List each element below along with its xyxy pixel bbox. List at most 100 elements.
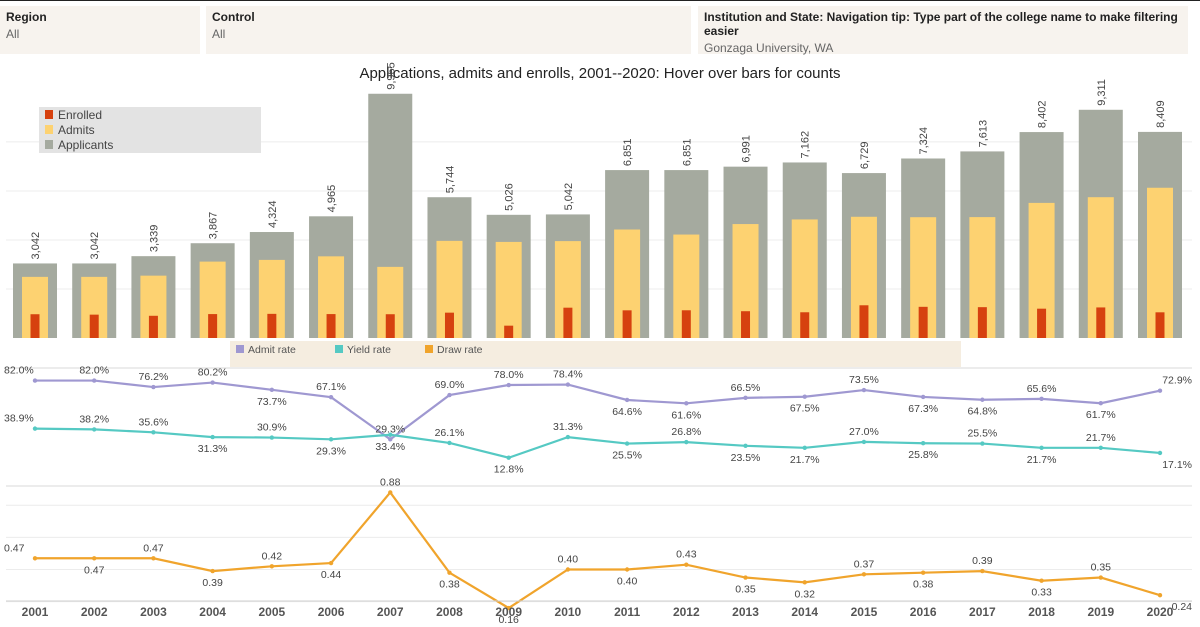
enrolled-bar (859, 305, 869, 338)
enrolled-bar (89, 314, 99, 338)
admit-rate-point (388, 437, 393, 442)
applicants-value-label: 8,402 (1037, 101, 1049, 129)
draw-rate-data-label: 0.47 (84, 564, 105, 576)
admit-rate-point (684, 401, 689, 406)
admit-rate-line (35, 379, 1161, 441)
draw-rate-point (328, 560, 334, 566)
draw-rate-data-label: 0.42 (262, 550, 283, 562)
region-filter[interactable]: Region All (0, 6, 200, 54)
x-tick-label: 2014 (791, 605, 818, 619)
applicants-value-label: 8,409 (1155, 100, 1167, 128)
x-tick-label: 2019 (1087, 605, 1114, 619)
applicants-value-label: 5,026 (504, 183, 516, 211)
applicants-value-label: 6,851 (622, 139, 634, 167)
admit-rate-data-label: 67.1% (316, 381, 346, 393)
draw-rate-data-label: 0.24 (1172, 601, 1193, 613)
x-tick-label: 2012 (673, 605, 700, 619)
control-filter[interactable]: Control All (206, 6, 691, 54)
yield-rate-point (388, 432, 393, 437)
draw-rate-data-label: 0.39 (972, 555, 993, 567)
applicants-value-label: 7,324 (918, 127, 930, 155)
yield-rate-data-label: 21.7% (790, 454, 820, 466)
yield-rate-point (684, 439, 689, 445)
draw-rate-data-label: 0.38 (439, 579, 460, 591)
yield-rate-data-label: 31.3% (198, 443, 228, 455)
x-tick-label: 2005 (258, 605, 285, 619)
enrolled-bar (30, 314, 40, 338)
rate-legend-box (230, 341, 961, 367)
bar-legend-swatch (45, 140, 53, 149)
yield-rate-data-label: 21.7% (1086, 432, 1116, 444)
draw-rate-point (1157, 592, 1163, 598)
draw-rate-point (624, 567, 630, 572)
yield-rate-point (980, 441, 985, 446)
draw-rate-data-label: 0.47 (4, 542, 25, 554)
yield-rate-data-label: 25.5% (612, 450, 642, 462)
draw-rate-point (92, 556, 97, 561)
applicants-value-label: 9,965 (385, 62, 397, 90)
draw-rate-data-label: 0.40 (558, 554, 579, 566)
admit-rate-point (92, 378, 97, 383)
draw-rate-point (920, 570, 926, 575)
yield-rate-data-label: 21.7% (1027, 454, 1057, 466)
admits-bar (495, 241, 522, 338)
rate-legend-label: Draw rate (437, 344, 483, 356)
draw-rate-data-label: 0.88 (380, 476, 401, 488)
yield-rate-point (447, 440, 452, 446)
admit-rate-data-label: 76.2% (139, 371, 169, 383)
yield-rate-point (92, 427, 97, 432)
admit-rate-point (151, 384, 156, 390)
institution-filter[interactable]: Institution and State: Navigation tip: T… (698, 6, 1188, 55)
yield-rate-data-label: 30.9% (257, 422, 287, 434)
institution-filter-value[interactable]: Gonzaga University, WA (704, 41, 834, 55)
x-tick-label: 2007 (377, 605, 404, 619)
admit-rate-data-label: 72.9% (1162, 375, 1192, 387)
admit-rate-point (328, 394, 334, 400)
enrolled-bar (800, 312, 810, 338)
admit-rate-data-label: 66.5% (731, 382, 761, 394)
applicants-value-label: 7,613 (977, 120, 989, 148)
admit-rate-point (861, 387, 867, 393)
admit-rate-data-label: 29.3% (375, 423, 405, 435)
x-tick-label: 2016 (910, 605, 937, 619)
yield-rate-data-label: 17.1% (1162, 459, 1192, 471)
draw-rate-point (802, 580, 807, 585)
enrolled-bar (1037, 308, 1047, 338)
yield-rate-data-label: 38.2% (79, 413, 109, 425)
admit-rate-point (210, 380, 215, 385)
top-border (0, 0, 1200, 1)
x-tick-label: 2015 (851, 605, 878, 619)
draw-rate-point (151, 556, 156, 561)
draw-rate-point (210, 568, 215, 574)
region-filter-value[interactable]: All (6, 27, 20, 41)
yield-rate-point (920, 441, 926, 446)
admit-rate-data-label: 82.0% (79, 365, 109, 377)
enrolled-bar (504, 325, 514, 338)
enrolled-bar (385, 314, 395, 338)
x-tick-label: 2003 (140, 605, 167, 619)
admit-rate-point (1157, 388, 1163, 393)
yield-rate-point (1157, 450, 1163, 456)
applicants-value-label: 3,042 (89, 232, 101, 260)
yield-rate-point (269, 435, 275, 440)
admit-rate-point (920, 394, 926, 400)
admit-rate-point (1039, 396, 1044, 402)
admit-rate-data-label: 69.0% (435, 379, 465, 391)
control-filter-value[interactable]: All (212, 27, 226, 41)
x-tick-label: 2006 (318, 605, 345, 619)
draw-rate-data-label: 0.35 (1091, 562, 1112, 574)
draw-rate-point (565, 567, 571, 572)
yield-rate-data-label: 12.8% (494, 464, 524, 476)
admit-rate-data-label: 73.7% (257, 396, 287, 408)
rate-legend-swatch (425, 345, 433, 353)
enrolled-bar (741, 311, 751, 338)
enrolled-bar (208, 314, 218, 338)
draw-rate-data-label: 0.47 (143, 542, 164, 554)
enrolled-bar (918, 306, 928, 338)
enrolled-bar (267, 313, 277, 338)
draw-rate-point (861, 572, 867, 577)
x-tick-label: 2013 (732, 605, 759, 619)
admit-rate-data-label: 82.0% (4, 365, 34, 377)
bar-legend-swatch (45, 110, 53, 119)
